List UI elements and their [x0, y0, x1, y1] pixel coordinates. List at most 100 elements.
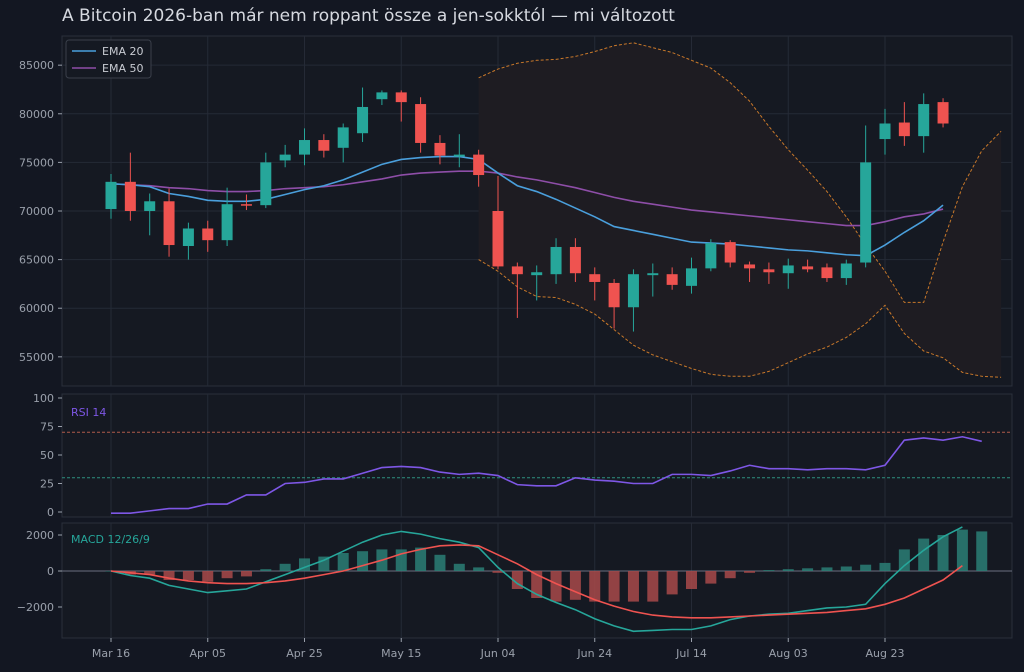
candle-body — [124, 181, 136, 211]
macd-line — [110, 526, 963, 633]
candle-body — [879, 123, 891, 140]
macd-histogram-bar — [744, 571, 756, 573]
macd-histogram-bar — [763, 570, 775, 571]
macd-histogram-bar — [569, 571, 581, 600]
macd-histogram-bar — [724, 571, 736, 579]
macd-histogram-bar — [918, 538, 930, 571]
macd-histogram-bar — [550, 571, 562, 602]
macd-histogram-bar — [589, 571, 601, 602]
rsi-tick-label: 100 — [33, 392, 54, 405]
candle-body — [840, 263, 852, 279]
x-tick-label: Jul 14 — [675, 647, 707, 660]
x-tick-label: Apr 05 — [189, 647, 226, 660]
candle-body — [860, 162, 872, 263]
rsi-panel — [61, 393, 1013, 518]
candle-body — [415, 104, 427, 143]
candle-body — [821, 267, 833, 279]
macd-histogram-bar — [686, 571, 697, 589]
macd-tick-label: 2000 — [26, 529, 54, 542]
rsi-line — [111, 435, 982, 514]
candle-body — [395, 92, 407, 103]
candle-body — [182, 228, 194, 246]
macd-histogram-bar — [956, 529, 968, 571]
macd-histogram-bar — [240, 571, 252, 577]
x-tick-label: Aug 03 — [769, 647, 808, 660]
candle-body — [202, 228, 214, 241]
legend: EMA 20 EMA 50 — [65, 39, 152, 79]
candle-body — [802, 266, 814, 270]
macd-histogram-bar — [782, 569, 794, 571]
candle-body — [782, 265, 794, 274]
ema20-line — [110, 155, 944, 257]
candle-body — [279, 154, 291, 161]
macd-histogram-bar — [860, 564, 872, 571]
macd-histogram-bar — [802, 568, 814, 571]
macd-label: MACD 12/26/9 — [71, 533, 150, 546]
macd-histogram-bar — [202, 571, 214, 582]
candle-body — [240, 204, 252, 206]
ema50-line — [110, 170, 944, 227]
candle-body — [357, 106, 369, 134]
rsi-tick-label: 75 — [40, 421, 54, 434]
candle-body — [260, 162, 272, 206]
rsi-tick-label: 0 — [47, 506, 54, 519]
x-tick-label: Jun 24 — [576, 647, 612, 660]
macd-histogram-bar — [666, 571, 678, 595]
candle-body — [589, 274, 601, 282]
macd-histogram-bar — [337, 553, 349, 571]
candle-body — [299, 140, 310, 155]
macd-histogram-bar — [415, 547, 427, 571]
price-tick-label: 85000 — [19, 59, 54, 72]
candle-body — [492, 211, 504, 267]
price-tick-label: 60000 — [19, 302, 54, 315]
rsi-label: RSI 14 — [71, 406, 106, 419]
x-tick-label: Aug 23 — [866, 647, 905, 660]
candle-body — [724, 242, 736, 263]
candle-body — [569, 246, 581, 274]
macd-histogram-bar — [879, 562, 891, 571]
macd-histogram-bar — [511, 571, 523, 589]
macd-histogram-bar — [144, 571, 156, 575]
macd-histogram-bar — [840, 566, 852, 571]
rsi-tick-label: 25 — [40, 478, 54, 491]
candle-body — [627, 274, 639, 308]
candle-body — [898, 122, 910, 137]
candle-body — [318, 140, 330, 151]
macd-histogram-bar — [299, 558, 310, 571]
macd-histogram-bar — [898, 549, 910, 571]
macd-histogram-bar — [531, 571, 543, 598]
macd-signal-line — [110, 544, 963, 619]
candle-body — [105, 181, 117, 210]
macd-histogram-bar — [608, 571, 620, 602]
x-tick-label: May 15 — [381, 647, 421, 660]
candle-body — [550, 246, 562, 275]
macd-histogram-bar — [821, 567, 833, 571]
candle-body — [511, 266, 523, 275]
x-tick-label: Apr 25 — [286, 647, 323, 660]
chart-title: A Bitcoin 2026-ban már nem roppant össze… — [62, 6, 675, 26]
macd-histogram-bar — [182, 571, 194, 580]
macd-histogram-bar — [937, 535, 949, 571]
macd-tick-label: 0 — [47, 565, 54, 578]
macd-histogram-bar — [492, 571, 504, 573]
legend-label: EMA 50 — [102, 62, 143, 75]
macd-histogram-bar — [976, 531, 988, 571]
candle-body — [473, 154, 485, 176]
macd-histogram-bar — [260, 569, 272, 571]
candle-body — [763, 269, 775, 273]
macd-histogram-bar — [357, 551, 369, 571]
candle-body — [434, 142, 446, 156]
candle-body — [376, 92, 388, 100]
candle-body — [163, 201, 175, 246]
price-tick-label: 55000 — [19, 351, 54, 364]
macd-histogram-bar — [647, 571, 659, 602]
rsi-tick-label: 50 — [40, 449, 54, 462]
macd-histogram-bar — [627, 571, 639, 602]
candle-body — [705, 243, 717, 269]
macd-histogram-bar — [473, 567, 485, 571]
candle-body — [744, 264, 756, 269]
bollinger-upper-line — [478, 42, 1002, 303]
price-tick-label: 75000 — [19, 156, 54, 169]
